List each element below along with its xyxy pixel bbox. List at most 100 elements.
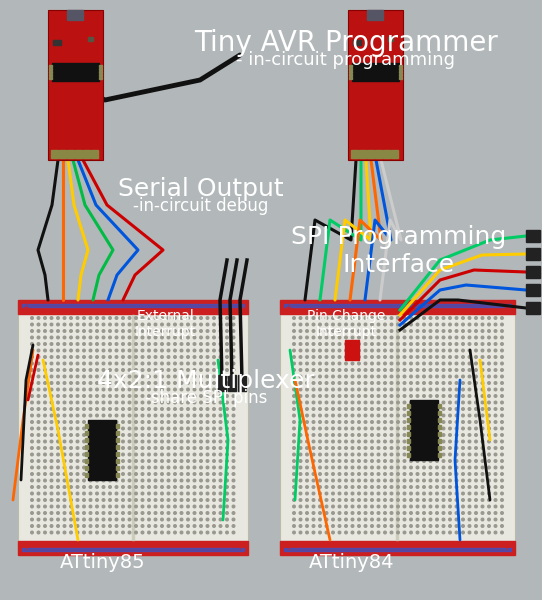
Circle shape xyxy=(186,486,189,488)
Circle shape xyxy=(212,473,215,475)
Circle shape xyxy=(44,492,46,495)
Circle shape xyxy=(416,349,419,352)
Circle shape xyxy=(325,460,328,462)
Circle shape xyxy=(436,512,438,514)
Circle shape xyxy=(462,473,464,475)
Circle shape xyxy=(436,362,438,365)
Circle shape xyxy=(312,434,315,436)
Circle shape xyxy=(31,505,33,508)
Circle shape xyxy=(102,466,105,469)
Circle shape xyxy=(193,329,196,332)
Circle shape xyxy=(481,336,484,339)
Circle shape xyxy=(449,401,451,404)
Circle shape xyxy=(358,375,360,378)
Circle shape xyxy=(397,434,399,436)
Circle shape xyxy=(70,388,72,391)
Text: - in-circuit programming: - in-circuit programming xyxy=(236,51,455,69)
Circle shape xyxy=(299,427,302,430)
Circle shape xyxy=(325,408,328,410)
Circle shape xyxy=(384,427,386,430)
Circle shape xyxy=(410,446,412,449)
Circle shape xyxy=(63,395,66,397)
Circle shape xyxy=(306,414,308,417)
Circle shape xyxy=(442,343,445,346)
Circle shape xyxy=(358,388,360,391)
Circle shape xyxy=(70,421,72,424)
Circle shape xyxy=(167,408,170,410)
Circle shape xyxy=(37,492,40,495)
Circle shape xyxy=(109,453,111,456)
Circle shape xyxy=(148,323,150,326)
Circle shape xyxy=(76,388,79,391)
Circle shape xyxy=(115,492,118,495)
Circle shape xyxy=(293,453,295,456)
Circle shape xyxy=(312,479,315,482)
Circle shape xyxy=(390,401,393,404)
Circle shape xyxy=(199,486,202,488)
Circle shape xyxy=(293,323,295,326)
Circle shape xyxy=(76,349,79,352)
Circle shape xyxy=(442,375,445,378)
Circle shape xyxy=(501,349,504,352)
Circle shape xyxy=(306,440,308,443)
Circle shape xyxy=(390,343,393,346)
Circle shape xyxy=(63,486,66,488)
Circle shape xyxy=(148,460,150,462)
Circle shape xyxy=(358,329,360,332)
Circle shape xyxy=(403,446,406,449)
Circle shape xyxy=(141,414,144,417)
Circle shape xyxy=(403,531,406,534)
Circle shape xyxy=(351,440,354,443)
Circle shape xyxy=(494,460,497,462)
Circle shape xyxy=(212,368,215,371)
Circle shape xyxy=(206,446,209,449)
Circle shape xyxy=(115,336,118,339)
Circle shape xyxy=(50,408,53,410)
Circle shape xyxy=(128,375,131,378)
Circle shape xyxy=(332,329,334,332)
Circle shape xyxy=(160,505,163,508)
Circle shape xyxy=(186,473,189,475)
Circle shape xyxy=(325,401,328,404)
Circle shape xyxy=(96,382,98,385)
Circle shape xyxy=(141,518,144,521)
Circle shape xyxy=(488,343,491,346)
Circle shape xyxy=(319,460,321,462)
Circle shape xyxy=(199,505,202,508)
Circle shape xyxy=(325,388,328,391)
Circle shape xyxy=(167,446,170,449)
Circle shape xyxy=(468,323,471,326)
Circle shape xyxy=(481,427,484,430)
Circle shape xyxy=(384,317,386,319)
Circle shape xyxy=(501,499,504,502)
Circle shape xyxy=(390,427,393,430)
Circle shape xyxy=(299,401,302,404)
Circle shape xyxy=(345,408,347,410)
Bar xyxy=(18,541,248,555)
Circle shape xyxy=(70,486,72,488)
Circle shape xyxy=(384,349,386,352)
Circle shape xyxy=(63,401,66,404)
Circle shape xyxy=(63,524,66,527)
Circle shape xyxy=(325,434,328,436)
Circle shape xyxy=(115,317,118,319)
Circle shape xyxy=(501,505,504,508)
Circle shape xyxy=(351,518,354,521)
Circle shape xyxy=(63,375,66,378)
Circle shape xyxy=(332,388,334,391)
Circle shape xyxy=(193,531,196,534)
Circle shape xyxy=(37,395,40,397)
Circle shape xyxy=(429,427,432,430)
Circle shape xyxy=(89,460,92,462)
Circle shape xyxy=(449,349,451,352)
Circle shape xyxy=(481,388,484,391)
Circle shape xyxy=(219,512,222,514)
Circle shape xyxy=(338,395,341,397)
Circle shape xyxy=(397,362,399,365)
Circle shape xyxy=(186,414,189,417)
Circle shape xyxy=(312,440,315,443)
Circle shape xyxy=(299,382,302,385)
Circle shape xyxy=(397,388,399,391)
Circle shape xyxy=(148,349,150,352)
Circle shape xyxy=(96,499,98,502)
